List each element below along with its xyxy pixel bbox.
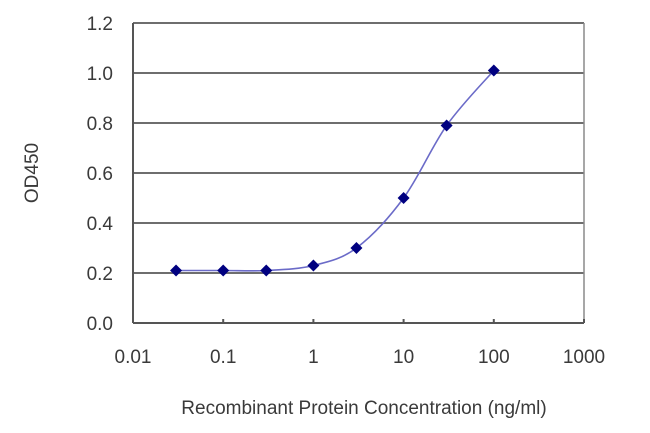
- x-axis-label: Recombinant Protein Concentration (ng/ml…: [181, 398, 546, 419]
- y-axis-label: OD450: [22, 143, 43, 203]
- gridlines: [133, 22, 584, 324]
- diamond-marker-icon: [217, 264, 230, 277]
- diamond-marker-icon: [440, 119, 453, 132]
- x-tick-label: 10: [393, 347, 414, 368]
- y-tick-label: 0.6: [87, 164, 113, 185]
- axes: [132, 23, 585, 324]
- y-tick-label: 0.0: [87, 314, 113, 335]
- y-tick-label: 0.8: [87, 114, 113, 135]
- diamond-marker-icon: [307, 259, 320, 272]
- x-tick-label: 100: [478, 347, 510, 368]
- y-tick-label: 1.0: [87, 64, 113, 85]
- x-tick-label: 1000: [563, 347, 605, 368]
- data-curve: [176, 69, 495, 272]
- diamond-marker-icon: [350, 242, 363, 254]
- diamond-marker-icon: [170, 264, 183, 277]
- data-markers: [170, 64, 500, 277]
- x-tick-label: 0.1: [210, 347, 236, 368]
- y-axis-ticks: 0.0 0.2 0.4 0.6 0.8 1.0 1.2: [87, 14, 114, 335]
- x-tick-label: 1: [308, 347, 319, 368]
- diamond-marker-icon: [397, 192, 410, 204]
- x-tick-label: 0.01: [115, 347, 152, 368]
- diamond-marker-icon: [260, 264, 273, 277]
- x-axis-ticks: 0.01 0.1 1 10 100 1000: [115, 319, 605, 368]
- diamond-marker-icon: [487, 64, 500, 77]
- y-tick-label: 1.2: [87, 14, 113, 35]
- y-tick-label: 0.2: [87, 264, 113, 285]
- y-tick-label: 0.4: [87, 214, 114, 235]
